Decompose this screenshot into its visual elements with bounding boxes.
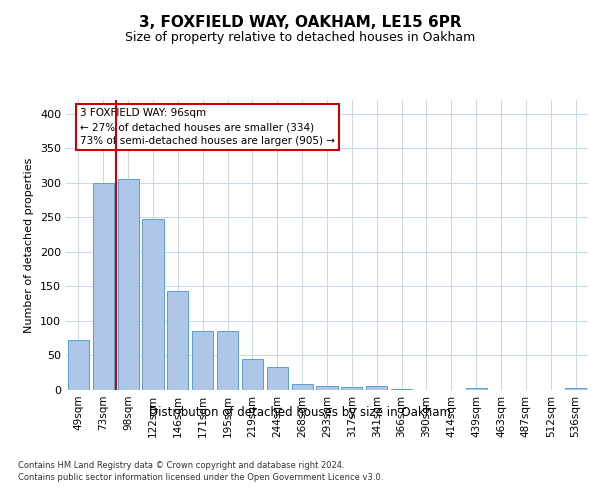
Bar <box>267 367 288 390</box>
Text: Distribution of detached houses by size in Oakham: Distribution of detached houses by size … <box>149 406 451 419</box>
Bar <box>142 219 164 390</box>
Bar <box>68 340 89 390</box>
Text: 3 FOXFIELD WAY: 96sqm
← 27% of detached houses are smaller (334)
73% of semi-det: 3 FOXFIELD WAY: 96sqm ← 27% of detached … <box>80 108 335 146</box>
Text: Contains public sector information licensed under the Open Government Licence v3: Contains public sector information licen… <box>18 473 383 482</box>
Text: Size of property relative to detached houses in Oakham: Size of property relative to detached ho… <box>125 31 475 44</box>
Bar <box>192 332 213 390</box>
Bar <box>292 384 313 390</box>
Text: 3, FOXFIELD WAY, OAKHAM, LE15 6PR: 3, FOXFIELD WAY, OAKHAM, LE15 6PR <box>139 15 461 30</box>
Bar <box>118 180 139 390</box>
Bar <box>217 332 238 390</box>
Bar <box>341 386 362 390</box>
Bar <box>242 359 263 390</box>
Bar <box>391 388 412 390</box>
Y-axis label: Number of detached properties: Number of detached properties <box>25 158 34 332</box>
Bar <box>316 386 338 390</box>
Bar <box>366 386 387 390</box>
Bar <box>167 292 188 390</box>
Text: Contains HM Land Registry data © Crown copyright and database right 2024.: Contains HM Land Registry data © Crown c… <box>18 460 344 469</box>
Bar <box>565 388 586 390</box>
Bar <box>93 183 114 390</box>
Bar <box>466 388 487 390</box>
